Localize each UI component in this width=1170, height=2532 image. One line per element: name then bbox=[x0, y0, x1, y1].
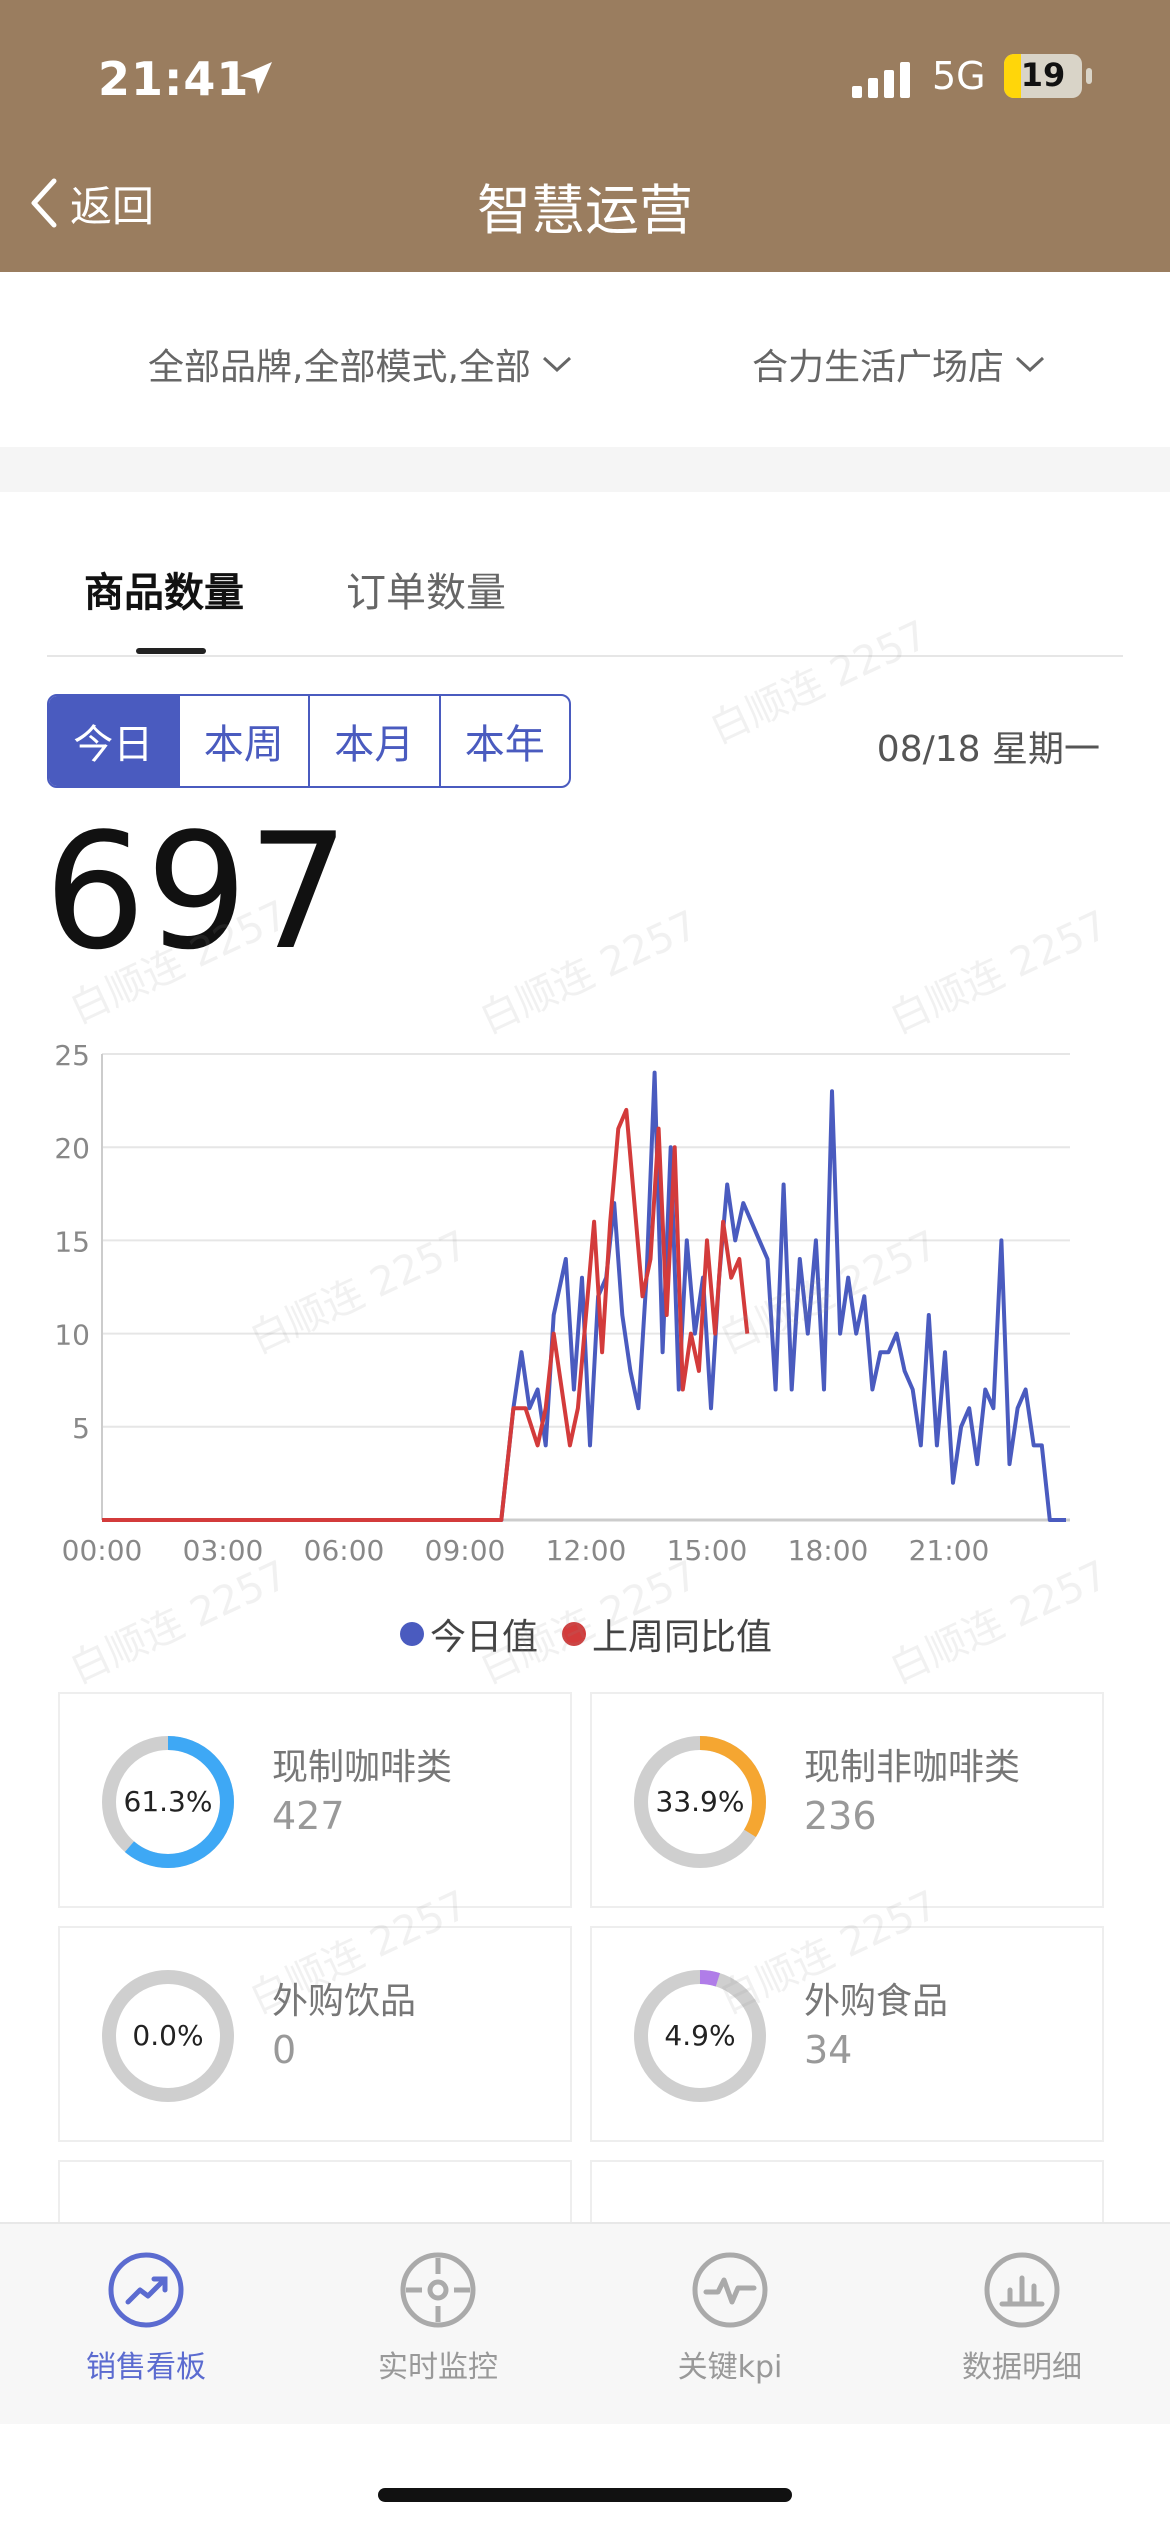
bottom-tab-bar bbox=[0, 2222, 1170, 2424]
chevron-left-icon bbox=[31, 178, 57, 228]
y-tick-label: 25 bbox=[54, 1039, 90, 1072]
current-date: 08/18 星期一 bbox=[876, 729, 1100, 770]
section-divider bbox=[0, 447, 1170, 492]
x-tick-label: 00:00 bbox=[62, 1534, 143, 1567]
percent-label: 61.3% bbox=[123, 1785, 213, 1818]
page-title: 智慧运营 bbox=[477, 179, 693, 242]
location-arrow-icon bbox=[240, 62, 272, 94]
back-button[interactable]: 返回 bbox=[26, 168, 154, 238]
category-value: 34 bbox=[804, 2028, 853, 2072]
active-tab-indicator bbox=[136, 648, 206, 654]
sales-line-chart: 5 10 15 20 25 00:00 03:00 06:00 09:00 12:00 15:00 1… bbox=[54, 1039, 1070, 1567]
top-header bbox=[0, 0, 1170, 272]
x-tick-label: 18:00 bbox=[788, 1534, 869, 1567]
brand-filter-dropdown[interactable]: 全部品牌,全部模式,全部 bbox=[148, 338, 573, 390]
ring-progress bbox=[102, 1736, 234, 1868]
percent-ring bbox=[634, 1736, 766, 1868]
total-count: 697 bbox=[44, 798, 350, 985]
series-line-today bbox=[102, 1070, 1066, 1522]
y-tick-label: 15 bbox=[54, 1225, 90, 1258]
x-tick-label: 03:00 bbox=[183, 1534, 264, 1567]
brand-filter-label: 全部品牌,全部模式,全部 bbox=[148, 347, 531, 388]
battery-nub bbox=[1086, 68, 1092, 84]
bottom-tab-data-detail[interactable]: 数据明细 bbox=[922, 2250, 1122, 2386]
period-week[interactable]: 本周 bbox=[177, 696, 309, 786]
category-card[interactable]: 0.0% 外购饮品 0 bbox=[58, 1926, 572, 2142]
x-tick-label: 21:00 bbox=[909, 1534, 990, 1567]
tab-order-count[interactable]: 订单数量 bbox=[346, 570, 506, 616]
filter-bar bbox=[0, 272, 1170, 447]
chevron-down-icon bbox=[542, 356, 571, 373]
percent-ring bbox=[634, 1970, 766, 2102]
legend-today-marker bbox=[400, 1622, 424, 1646]
home-indicator bbox=[378, 2488, 792, 2502]
store-filter-label: 合力生活广场店 bbox=[752, 347, 1005, 388]
x-tick-label: 06:00 bbox=[304, 1534, 385, 1567]
bottom-tab-label: 实时监控 bbox=[378, 2350, 498, 2385]
ring-progress bbox=[634, 1736, 766, 1868]
period-selector: 今日 本周 本月 本年 bbox=[47, 694, 571, 788]
y-tick-label: 20 bbox=[54, 1132, 90, 1165]
x-tick-label: 09:00 bbox=[425, 1534, 506, 1567]
bottom-tab-sales-board[interactable]: 销售看板 bbox=[46, 2250, 246, 2386]
percent-label: 4.9% bbox=[664, 2019, 736, 2052]
bottom-tab-label: 销售看板 bbox=[86, 2350, 206, 2385]
y-tick-label: 10 bbox=[54, 1319, 90, 1352]
category-name: 现制咖啡类 bbox=[272, 1747, 453, 1788]
x-tick-label: 12:00 bbox=[546, 1534, 627, 1567]
tab-goods-count[interactable]: 商品数量 bbox=[84, 570, 244, 616]
tab-divider bbox=[47, 655, 1123, 657]
category-name: 现制非咖啡类 bbox=[804, 1747, 1021, 1788]
percent-label: 33.9% bbox=[655, 1785, 745, 1818]
trend-icon bbox=[108, 2252, 184, 2328]
percent-ring bbox=[102, 1970, 234, 2102]
bottom-tab-key-kpi[interactable]: 关键kpi bbox=[630, 2250, 830, 2386]
legend-today-label: 今日值 bbox=[430, 1617, 539, 1658]
percent-ring bbox=[102, 1736, 234, 1868]
category-name: 外购食品 bbox=[804, 1981, 949, 2022]
legend-today: 今日值 bbox=[400, 1608, 538, 1660]
target-icon bbox=[400, 2252, 476, 2328]
percent-label: 0.0% bbox=[132, 2019, 204, 2052]
category-value: 427 bbox=[272, 1794, 345, 1838]
category-value: 236 bbox=[804, 1794, 877, 1838]
chevron-down-icon bbox=[1015, 356, 1045, 373]
period-month[interactable]: 本月 bbox=[308, 696, 439, 786]
legend-lastweek: 上周同比值 bbox=[562, 1608, 772, 1660]
bottom-tab-realtime-monitor[interactable]: 实时监控 bbox=[338, 2250, 538, 2386]
ring-track bbox=[102, 1970, 234, 2102]
series-line-last-week bbox=[102, 1107, 750, 1522]
y-tick-label: 5 bbox=[72, 1412, 90, 1445]
legend-lastweek-marker bbox=[562, 1622, 586, 1646]
period-year[interactable]: 本年 bbox=[438, 696, 570, 786]
battery-level: 19 bbox=[1020, 56, 1066, 94]
legend-lastweek-label: 上周同比值 bbox=[592, 1617, 773, 1658]
signal-icon bbox=[852, 62, 910, 98]
status-time: 21:41 bbox=[98, 52, 250, 106]
bottom-tab-label: 数据明细 bbox=[962, 2350, 1082, 2385]
pulse-icon bbox=[692, 2252, 768, 2328]
ring-progress bbox=[634, 1970, 766, 2102]
category-name: 外购饮品 bbox=[272, 1981, 417, 2022]
network-type: 5G bbox=[932, 54, 986, 98]
bar-chart-icon bbox=[984, 2252, 1060, 2328]
category-card[interactable]: 61.3% 现制咖啡类 427 bbox=[58, 1692, 572, 1908]
category-value: 0 bbox=[272, 2028, 297, 2072]
x-tick-label: 15:00 bbox=[667, 1534, 748, 1567]
back-label: 返回 bbox=[70, 181, 155, 231]
period-today[interactable]: 今日 bbox=[49, 696, 178, 786]
category-card[interactable]: 33.9% 现制非咖啡类 236 bbox=[590, 1692, 1104, 1908]
battery-icon: 19 bbox=[1004, 54, 1082, 98]
category-card[interactable]: 4.9% 外购食品 34 bbox=[590, 1926, 1104, 2142]
store-filter-dropdown[interactable]: 合力生活广场店 bbox=[752, 338, 1046, 390]
bottom-tab-label: 关键kpi bbox=[677, 2350, 783, 2385]
